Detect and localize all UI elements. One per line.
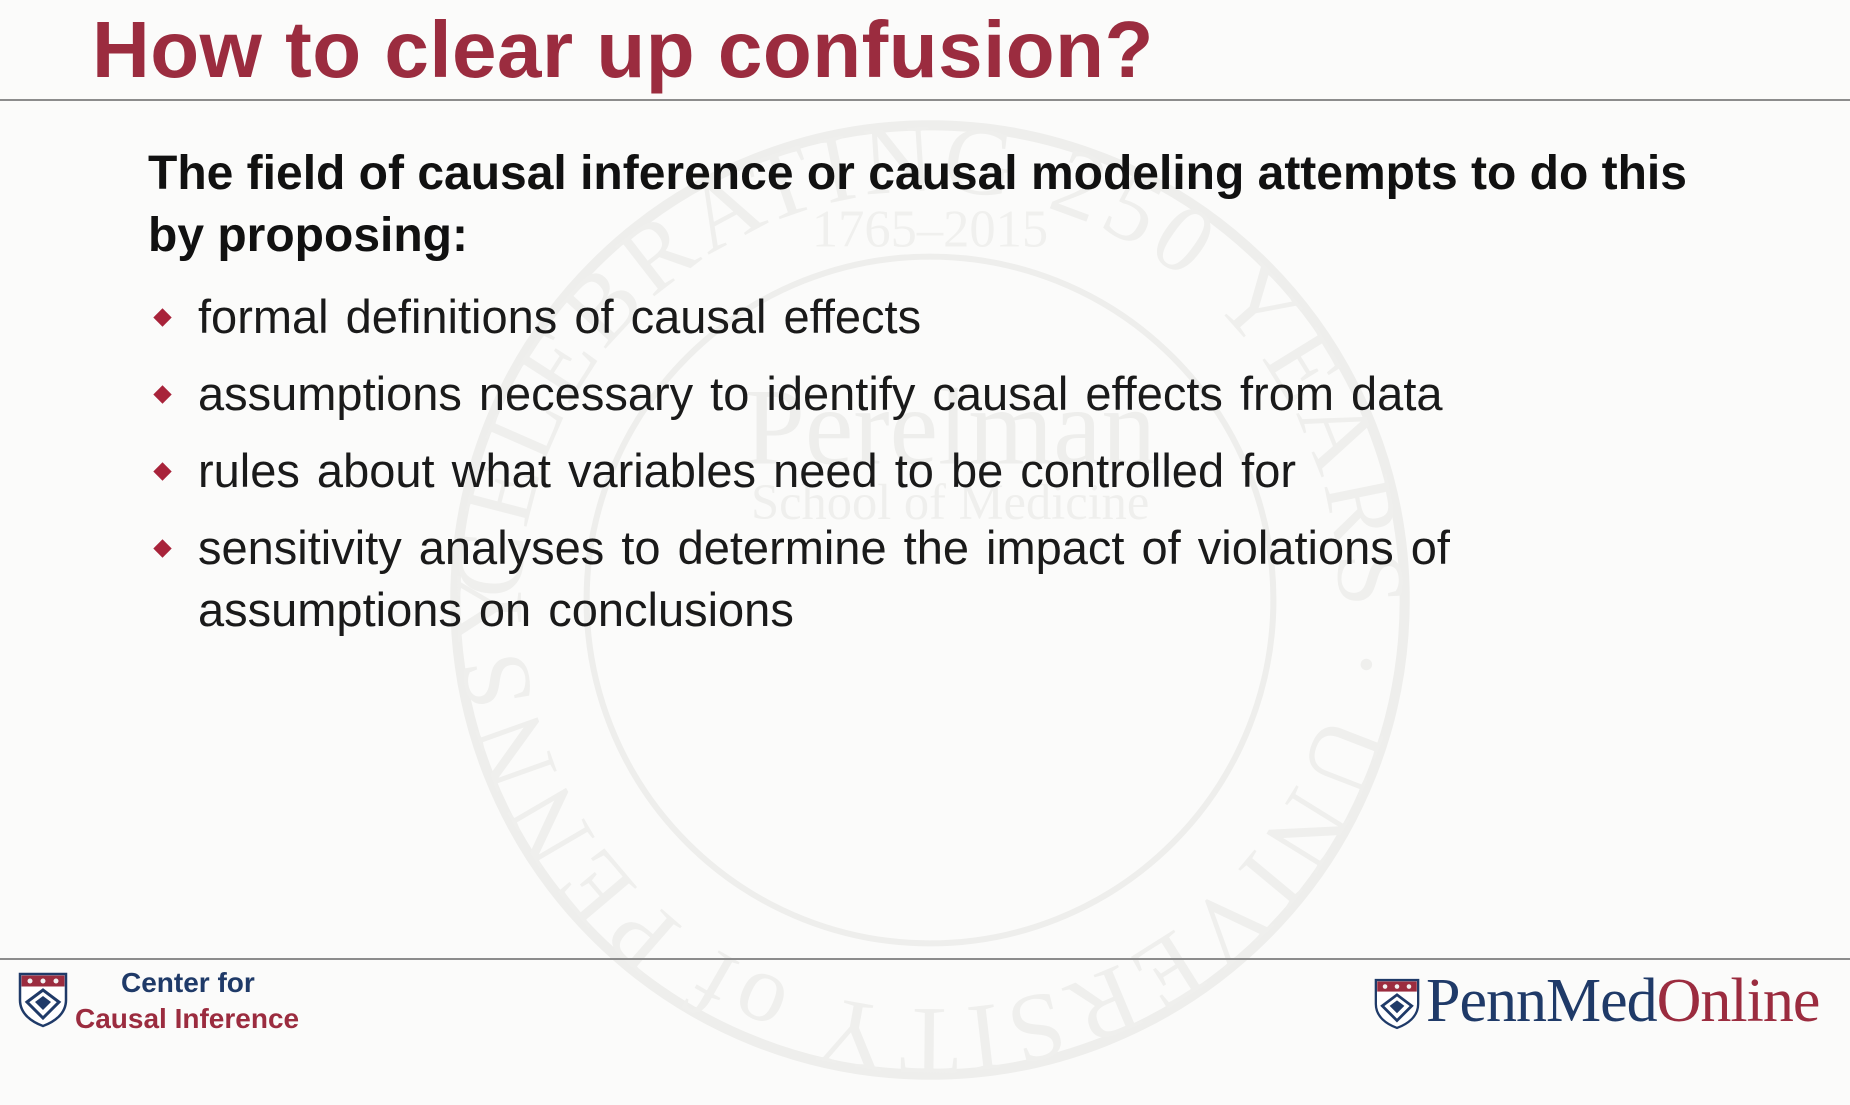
intro-text: The field of causal inference or causal … <box>148 147 1687 262</box>
bullet-text: formal definitions of causal effects <box>198 290 922 343</box>
bullet-text: rules about what variables need to be co… <box>198 444 1296 497</box>
bullet-text: sensitivity analyses to determine the im… <box>198 521 1450 636</box>
bullet-item: formal definitions of causal effects <box>150 286 1710 348</box>
penn-shield-icon <box>18 972 68 1028</box>
pennmedonline-logo: PennMedOnline <box>1426 966 1821 1037</box>
penn-shield-icon <box>1374 978 1420 1030</box>
center-name-line2: Causal Inference <box>75 1003 300 1034</box>
bullet-item: assumptions necessary to identify causal… <box>150 363 1710 425</box>
title-divider <box>0 99 1850 101</box>
diamond-bullet-icon <box>153 308 172 327</box>
diamond-bullet-icon <box>153 385 172 404</box>
bullet-text: assumptions necessary to identify causal… <box>198 367 1443 420</box>
bullet-list: formal definitions of causal effects ass… <box>150 286 1710 656</box>
center-name-line1: Center for <box>121 967 255 998</box>
footer-divider <box>0 958 1850 960</box>
slide-title: How to clear up confusion? <box>92 5 1154 94</box>
brand-penn-text: PennMed <box>1426 967 1658 1035</box>
bullet-item: rules about what variables need to be co… <box>150 440 1710 502</box>
bullet-item: sensitivity analyses to determine the im… <box>150 517 1710 641</box>
diamond-bullet-icon <box>153 539 172 558</box>
diamond-bullet-icon <box>153 462 172 481</box>
brand-online-text: Online <box>1656 967 1821 1035</box>
